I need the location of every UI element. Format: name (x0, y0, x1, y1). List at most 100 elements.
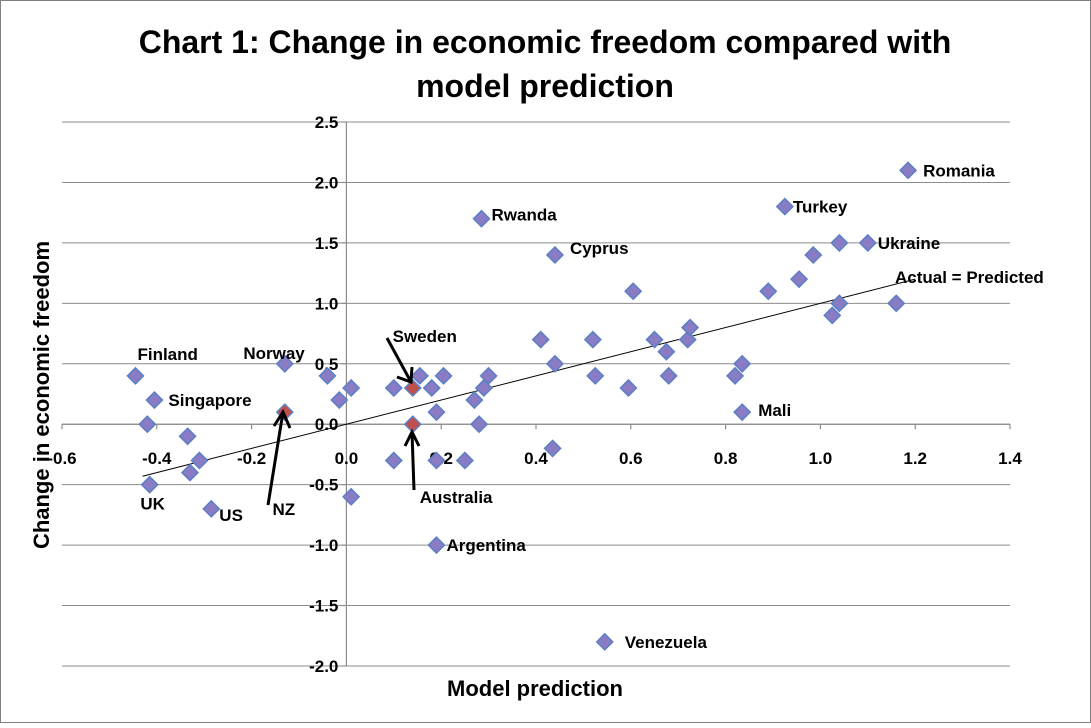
data-point (342, 378, 361, 398)
label-venezuela: Venezuela (625, 633, 708, 652)
x-tick-label: -0.4 (142, 449, 172, 468)
nz-arrow (266, 411, 285, 506)
data-point (330, 390, 349, 410)
y-tick-label: 2.0 (315, 173, 339, 192)
annotation-arrows (266, 337, 421, 506)
data-point (680, 318, 700, 337)
data-point (318, 366, 337, 385)
y-tick-label: -1.0 (309, 536, 338, 555)
data-point (427, 403, 446, 422)
y-tick-label: 0.0 (315, 415, 339, 434)
data-point (759, 282, 778, 301)
x-tick-label: -0.2 (237, 449, 266, 468)
data-point (726, 366, 745, 385)
label-argentina: Argentina (446, 536, 526, 555)
point-rwanda (472, 209, 491, 228)
label-us: US (219, 506, 243, 525)
label-romania: Romania (923, 161, 995, 180)
data-point (657, 342, 676, 361)
australia-arrow (410, 431, 416, 491)
point-sweden (403, 378, 422, 398)
data-point (384, 378, 403, 398)
x-tick-label: 0.4 (524, 449, 548, 468)
y-tick-label: 0.5 (315, 355, 339, 374)
x-tick-label: 0.0 (335, 449, 359, 468)
point-cyprus (545, 245, 565, 265)
label-singapore: Singapore (168, 391, 251, 410)
data-point (138, 415, 157, 434)
data-point (190, 451, 209, 470)
y-tick-label: -0.5 (309, 476, 338, 495)
data-point (733, 354, 752, 373)
label-mali: Mali (758, 401, 791, 420)
axes (61, 121, 1011, 667)
point-us (202, 499, 221, 518)
data-point (804, 245, 823, 265)
data-points (126, 161, 918, 651)
chart-title-line-1: Chart 1: Change in economic freedom comp… (139, 24, 952, 60)
data-point (384, 451, 403, 470)
data-point (624, 282, 643, 301)
point-labels: Romania Turkey Ukraine Rwanda Cyprus Mali Arge… (137, 161, 995, 651)
label-uk: UK (140, 495, 165, 514)
point-ukraine (858, 233, 877, 252)
label-finland: Finland (137, 345, 197, 364)
y-tick-label: -2.0 (309, 657, 338, 676)
data-point (659, 366, 678, 385)
nz-arrowhead (272, 408, 292, 429)
point-venezuela (595, 632, 614, 651)
point-romania (899, 161, 918, 180)
sweden-arrowhead (396, 366, 414, 385)
label-australia: Australia (420, 488, 493, 507)
data-point (619, 378, 638, 398)
label-rwanda: Rwanda (491, 206, 557, 225)
x-tick-label: -0.6 (47, 449, 76, 468)
point-mali (733, 403, 752, 422)
y-tick-label: 1.5 (315, 234, 339, 253)
data-point (887, 294, 906, 313)
label-cyprus: Cyprus (570, 239, 629, 258)
point-singapore (145, 390, 164, 410)
x-tick-label: 0.6 (619, 449, 643, 468)
trendline-label: Actual = Predicted (895, 268, 1044, 287)
data-point (830, 294, 849, 313)
x-axis-title: Model prediction (447, 676, 623, 701)
data-point (342, 487, 361, 506)
point-uk (140, 475, 159, 494)
data-point (410, 366, 429, 385)
label-sweden: Sweden (393, 327, 457, 346)
chart-title-line-2: model prediction (416, 68, 674, 104)
y-tick-label: 2.5 (315, 113, 339, 132)
data-point (427, 451, 446, 470)
point-turkey (775, 197, 794, 216)
data-point (583, 330, 602, 349)
data-point (645, 330, 664, 349)
data-point (531, 330, 550, 349)
data-point (455, 451, 474, 470)
data-point (830, 233, 849, 252)
x-tick-labels: -0.6-0.4-0.20.00.20.40.60.81.01.21.4 (47, 449, 1022, 468)
data-point (586, 366, 605, 385)
label-ukraine: Ukraine (878, 234, 940, 253)
point-argentina (427, 536, 446, 555)
x-tick-label: 1.4 (998, 449, 1022, 468)
x-tick-label: 1.2 (903, 449, 927, 468)
x-tick-label: 0.8 (714, 449, 738, 468)
label-nz: NZ (272, 500, 295, 519)
y-tick-label: -1.5 (309, 597, 338, 616)
y-axis-title: Change in economic freedom (29, 241, 54, 549)
x-tick-label: 1.0 (809, 449, 833, 468)
data-point (470, 415, 489, 434)
data-point (422, 378, 441, 398)
data-point (678, 330, 697, 349)
label-turkey: Turkey (793, 198, 848, 217)
australia-arrowhead (403, 428, 421, 447)
data-point (479, 366, 498, 385)
data-point (790, 270, 809, 289)
data-point (545, 354, 565, 373)
y-tick-label: 1.0 (315, 294, 339, 313)
label-norway: Norway (243, 344, 305, 363)
point-norway (275, 354, 294, 373)
